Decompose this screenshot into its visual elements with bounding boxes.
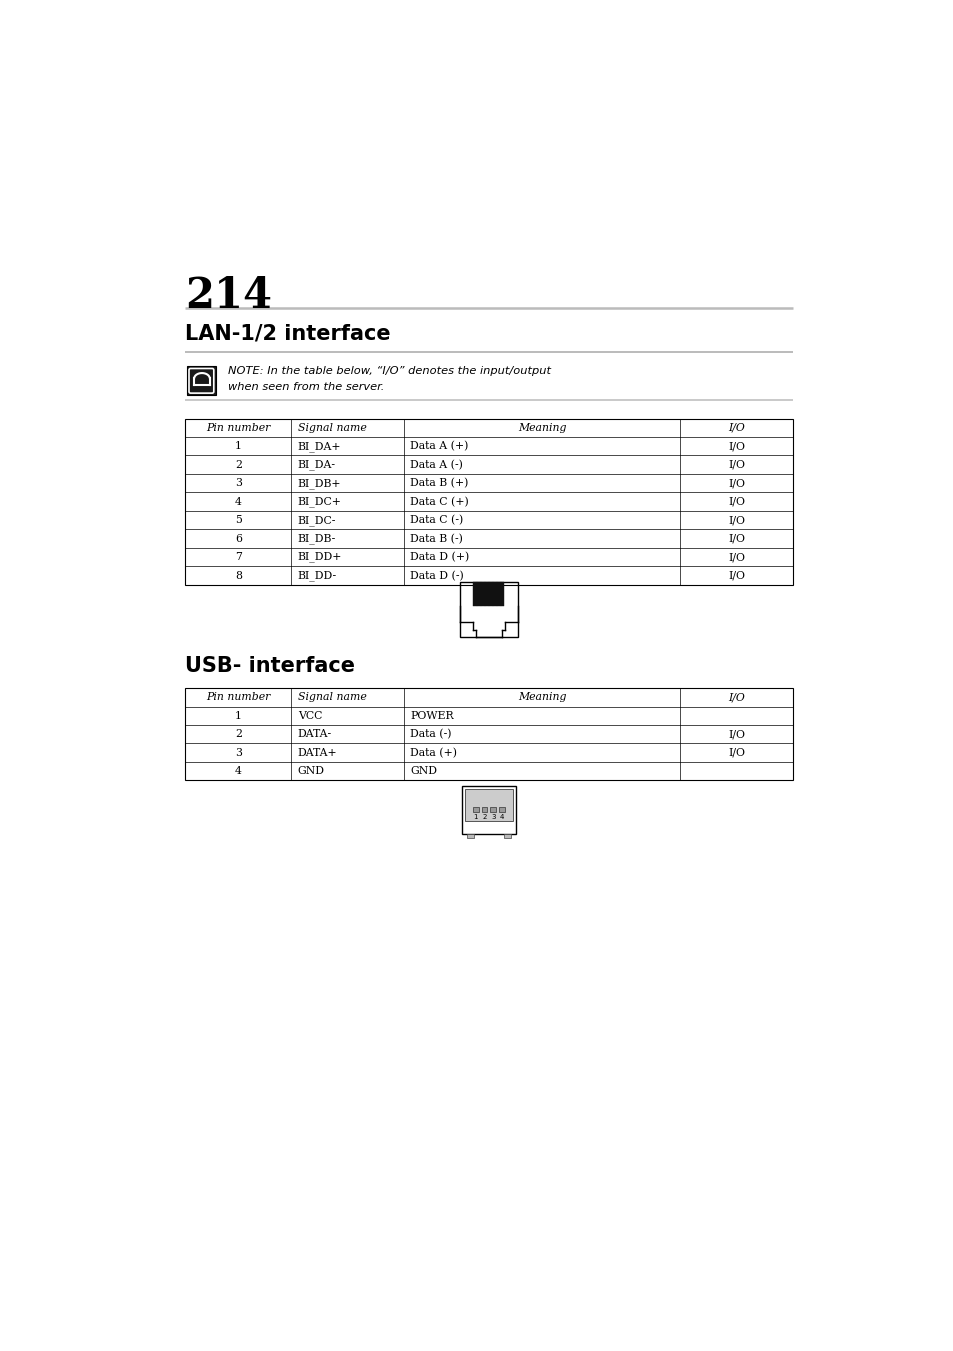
Bar <box>464 789 513 821</box>
Text: I/O: I/O <box>727 570 744 581</box>
Text: Data (+): Data (+) <box>410 747 456 758</box>
Bar <box>459 582 517 638</box>
Text: 1: 1 <box>234 711 241 720</box>
Bar <box>187 366 216 396</box>
Bar <box>461 786 516 834</box>
Text: I/O: I/O <box>727 534 744 543</box>
Text: BI_DC-: BI_DC- <box>297 515 335 526</box>
Text: Data D (-): Data D (-) <box>410 570 463 581</box>
Bar <box>498 807 504 812</box>
Text: 1: 1 <box>234 442 241 451</box>
Text: Meaning: Meaning <box>517 423 566 432</box>
Text: BI_DB+: BI_DB+ <box>297 478 341 489</box>
Text: Data C (+): Data C (+) <box>410 497 468 507</box>
Text: 214: 214 <box>185 274 272 316</box>
Bar <box>473 807 478 812</box>
Text: I/O: I/O <box>727 497 744 507</box>
Text: GND: GND <box>297 766 324 777</box>
Bar <box>485 582 488 607</box>
Text: 6: 6 <box>234 534 241 543</box>
Text: Data B (+): Data B (+) <box>410 478 468 488</box>
Text: I/O: I/O <box>727 423 744 432</box>
Text: 5: 5 <box>234 515 241 526</box>
Text: BI_DA-: BI_DA- <box>297 459 335 470</box>
Text: Pin number: Pin number <box>206 423 271 432</box>
Text: Data C (-): Data C (-) <box>410 515 463 526</box>
Text: I/O: I/O <box>727 515 744 526</box>
Text: 2: 2 <box>482 813 486 820</box>
Text: 2: 2 <box>234 730 241 739</box>
Text: I/O: I/O <box>727 730 744 739</box>
Text: Signal name: Signal name <box>297 692 366 703</box>
Text: I/O: I/O <box>727 459 744 470</box>
Text: VCC: VCC <box>297 711 322 720</box>
Text: I/O: I/O <box>727 478 744 488</box>
Bar <box>480 582 484 607</box>
Bar <box>185 419 792 585</box>
Bar <box>497 582 500 607</box>
Text: I/O: I/O <box>727 442 744 451</box>
Text: GND: GND <box>410 766 436 777</box>
Text: 4: 4 <box>234 766 241 777</box>
Bar <box>467 834 474 838</box>
Bar <box>503 834 510 838</box>
Text: Pin number: Pin number <box>206 692 271 703</box>
Text: 3: 3 <box>491 813 495 820</box>
Text: I/O: I/O <box>727 747 744 758</box>
Text: 3: 3 <box>234 478 241 488</box>
Text: Data (-): Data (-) <box>410 730 451 739</box>
Text: Data D (+): Data D (+) <box>410 553 469 562</box>
Bar <box>481 807 487 812</box>
Text: 7: 7 <box>234 553 241 562</box>
Text: I/O: I/O <box>727 553 744 562</box>
Bar <box>473 582 476 607</box>
Bar <box>476 582 480 607</box>
Text: BI_DD+: BI_DD+ <box>297 551 342 562</box>
Text: when seen from the server.: when seen from the server. <box>228 381 384 392</box>
Text: BI_DB-: BI_DB- <box>297 534 335 544</box>
Text: Meaning: Meaning <box>517 692 566 703</box>
Text: BI_DA+: BI_DA+ <box>297 440 341 451</box>
Text: DATA-: DATA- <box>297 730 332 739</box>
Text: 3: 3 <box>234 747 241 758</box>
Text: DATA+: DATA+ <box>297 747 337 758</box>
Text: BI_DD-: BI_DD- <box>297 570 336 581</box>
Text: NOTE: In the table below, “I/O” denotes the input/output: NOTE: In the table below, “I/O” denotes … <box>228 366 550 376</box>
Text: Data B (-): Data B (-) <box>410 534 462 544</box>
Text: Data A (+): Data A (+) <box>410 440 468 451</box>
FancyBboxPatch shape <box>189 369 213 393</box>
Text: USB- interface: USB- interface <box>185 655 355 676</box>
Bar <box>493 582 497 607</box>
Text: 4: 4 <box>499 813 504 820</box>
Bar <box>489 582 492 607</box>
Text: BI_DC+: BI_DC+ <box>297 496 341 507</box>
Bar <box>185 688 792 781</box>
Text: POWER: POWER <box>410 711 454 720</box>
Text: Data A (-): Data A (-) <box>410 459 462 470</box>
Text: 2: 2 <box>234 459 241 470</box>
Text: I/O: I/O <box>727 692 744 703</box>
Text: Signal name: Signal name <box>297 423 366 432</box>
Text: 1: 1 <box>473 813 477 820</box>
Bar <box>500 582 504 607</box>
Bar <box>490 807 496 812</box>
Text: 4: 4 <box>234 497 241 507</box>
Text: 8: 8 <box>234 570 241 581</box>
Text: LAN-1/2 interface: LAN-1/2 interface <box>185 323 391 343</box>
